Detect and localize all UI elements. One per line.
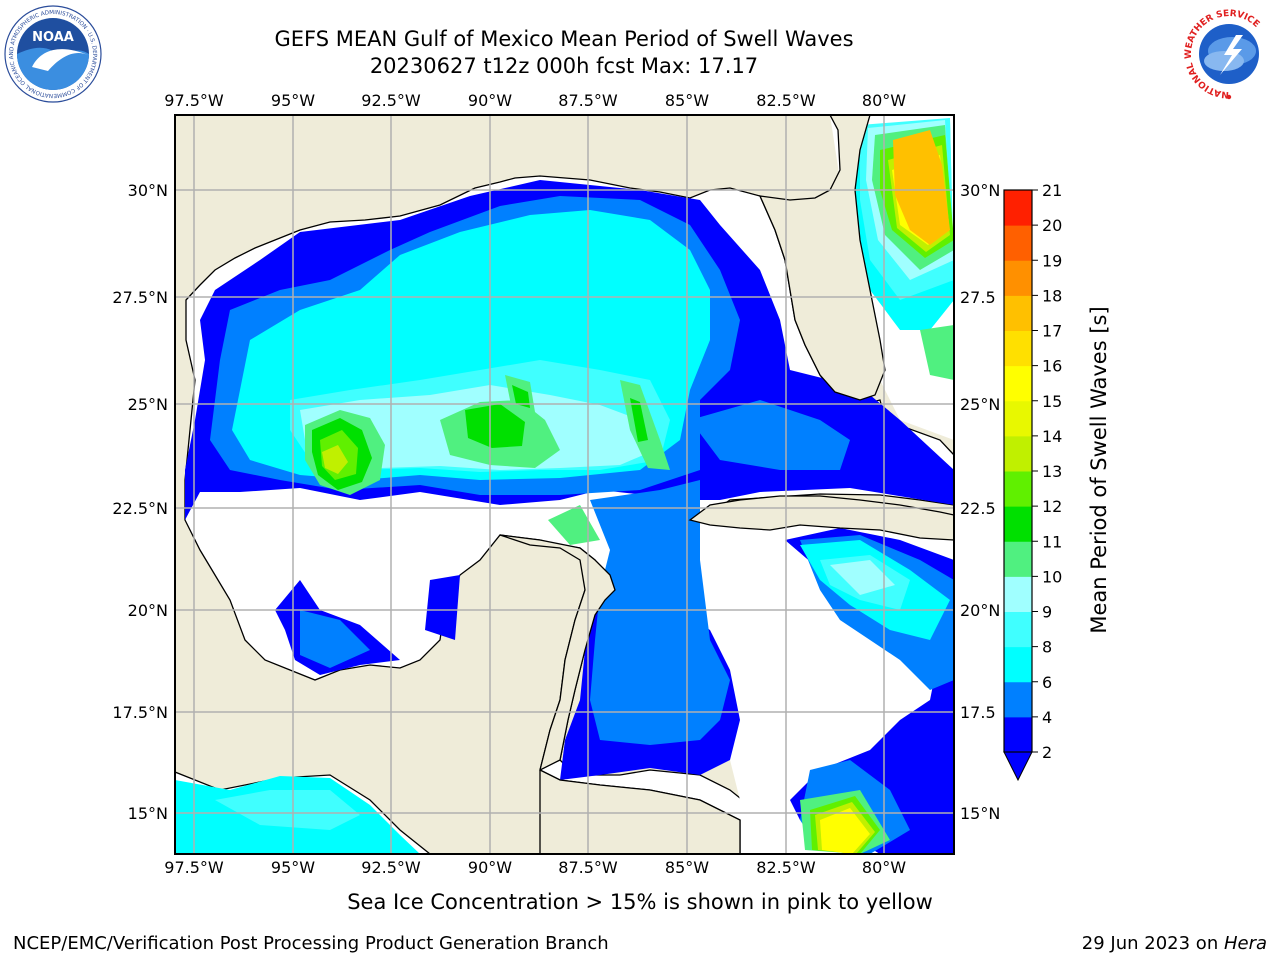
lon-label-bottom: 80°W <box>862 858 906 877</box>
lon-label-bottom: 90°W <box>468 858 512 877</box>
colorbar-tick-label: 10 <box>1042 567 1062 586</box>
colorbar-extend-arrow <box>1003 751 1033 782</box>
yucatan-land <box>499 534 741 854</box>
colorbar-segment <box>1004 646 1032 683</box>
lat-label-right: 30°N <box>960 181 1000 200</box>
lat-label-left: 27.5°N <box>112 288 168 307</box>
generation-date-text: 29 Jun 2023 on <box>1081 933 1224 954</box>
lon-label-bottom: 95°W <box>271 858 315 877</box>
colorbar-tick-label: 14 <box>1042 427 1062 446</box>
lat-label-left: 25°N <box>128 395 168 414</box>
colorbar-tick-label: 6 <box>1042 673 1052 692</box>
colorbar-segment <box>1004 435 1032 472</box>
colorbar-tick-label: 15 <box>1042 392 1062 411</box>
map-title: GEFS MEAN Gulf of Mexico Mean Period of … <box>274 27 854 51</box>
colorbar-tick-label: 2 <box>1042 743 1052 762</box>
colorbar-segment <box>1004 260 1032 296</box>
noaa-wordmark: NOAA <box>32 30 74 45</box>
map-subtitle: 20230627 t12z 000h fcst Max: 17.17 <box>369 54 759 78</box>
lat-label-right: 20°N <box>960 601 1000 620</box>
lat-label-right: 25°N <box>960 395 1000 414</box>
lon-label-bottom: 87.5°W <box>558 858 618 877</box>
lon-label-bottom: 97.5°W <box>164 858 224 877</box>
colorbar-label: Mean Period of Swell Waves [s] <box>1087 306 1111 633</box>
lat-label-left: 17.5°N <box>112 703 168 722</box>
colorbar-tick-label: 13 <box>1042 462 1062 481</box>
lon-label-top: 92.5°W <box>361 91 421 110</box>
colorbar-segment <box>1004 400 1032 437</box>
producer-credit: NCEP/EMC/Verification Post Processing Pr… <box>13 933 609 954</box>
colorbar-tick-label: 11 <box>1042 532 1062 551</box>
lon-label-top: 80°W <box>862 91 906 110</box>
lon-label-bottom: 82.5°W <box>756 858 816 877</box>
lat-label-right: 27.5 <box>960 288 996 307</box>
colorbar-segment <box>1004 330 1032 367</box>
colorbar-segment <box>1004 541 1032 577</box>
colorbar-tick-label: 9 <box>1042 603 1052 622</box>
lat-label-left: 20°N <box>128 601 168 620</box>
florida-peninsula <box>758 115 886 401</box>
noaa-logo: NATIONAL OCEANIC AND ATMOSPHERIC ADMINIS… <box>2 5 102 103</box>
graticule <box>175 115 954 854</box>
colorbar-segment <box>1004 471 1032 507</box>
lon-label-bottom: 92.5°W <box>361 858 421 877</box>
colorbar-segment <box>1004 576 1032 612</box>
colorbar-segment <box>1004 225 1032 261</box>
lon-label-top: 87.5°W <box>558 91 618 110</box>
lat-label-left: 22.5°N <box>112 499 168 518</box>
colorbar-segment <box>1004 506 1032 542</box>
colorbar-tick-label: 8 <box>1042 638 1052 657</box>
lat-label-right: 15°N <box>960 804 1000 823</box>
lat-label-left: 15°N <box>128 804 168 823</box>
lon-label-top: 90°W <box>468 91 512 110</box>
swell-fill-level-16-17 <box>893 130 950 245</box>
lat-label-right: 17.5 <box>960 703 996 722</box>
colorbar-segment <box>1004 716 1032 753</box>
colorbar-tick-label: 4 <box>1042 708 1052 727</box>
sea-ice-note: Sea Ice Concentration > 15% is shown in … <box>347 890 933 914</box>
colorbar-tick-label: 16 <box>1042 357 1062 376</box>
colorbar-tick-label: 21 <box>1042 181 1062 200</box>
colorbar-tick-label: 12 <box>1042 497 1062 516</box>
colorbar: 2 4 6 8 9 10 11 12 13 14 15 16 17 18 19 20 21 <box>1003 181 1062 782</box>
colorbar-segment <box>1004 295 1032 331</box>
colorbar-tick-label: 20 <box>1042 216 1062 235</box>
map-frame <box>174 114 955 855</box>
host-name: Hera <box>1223 933 1267 954</box>
colorbar-segment <box>1004 611 1032 648</box>
colorbar-tick-label: 17 <box>1042 322 1062 341</box>
colorbar-segment <box>1004 681 1032 718</box>
lat-label-right: 22.5 <box>960 499 996 518</box>
colorbar-segment <box>1004 190 1032 226</box>
generation-date: 29 Jun 2023 on Hera <box>1082 933 1267 954</box>
lon-label-top: 95°W <box>271 91 315 110</box>
colorbar-tick-label: 18 <box>1042 286 1062 305</box>
lon-label-top: 85°W <box>665 91 709 110</box>
nws-logo: NATIONAL WEATHER SERVICE <box>1182 7 1276 101</box>
colorbar-tick-label: 19 <box>1042 251 1062 270</box>
lon-label-top: 82.5°W <box>756 91 816 110</box>
lat-label-left: 30°N <box>128 181 168 200</box>
cuba-island <box>688 495 954 541</box>
lon-label-bottom: 85°W <box>665 858 709 877</box>
colorbar-segment <box>1004 365 1032 402</box>
lon-label-top: 97.5°W <box>164 91 224 110</box>
